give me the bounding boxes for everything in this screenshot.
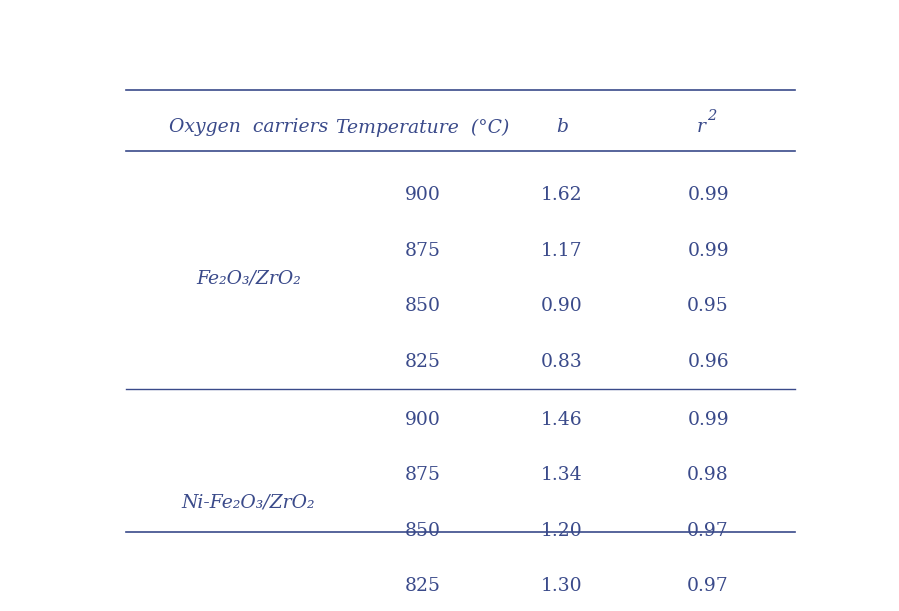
Text: 0.99: 0.99 (687, 411, 729, 428)
Text: 875: 875 (405, 466, 441, 484)
Text: 1.20: 1.20 (541, 522, 583, 540)
Text: 2: 2 (707, 109, 717, 123)
Text: r: r (697, 119, 706, 136)
Text: 900: 900 (405, 186, 441, 204)
Text: 0.83: 0.83 (541, 353, 583, 371)
Text: 825: 825 (405, 577, 441, 595)
Text: 1.46: 1.46 (541, 411, 583, 428)
Text: 1.17: 1.17 (541, 242, 583, 260)
Text: Fe₂O₃/ZrO₂: Fe₂O₃/ZrO₂ (196, 269, 300, 287)
Text: 825: 825 (405, 353, 441, 371)
Text: Temperature  (°C): Temperature (°C) (335, 119, 509, 136)
Text: Oxygen  carriers: Oxygen carriers (169, 119, 328, 136)
Text: 0.99: 0.99 (687, 242, 729, 260)
Text: 0.98: 0.98 (687, 466, 729, 484)
Text: 0.90: 0.90 (541, 297, 583, 315)
Text: 0.95: 0.95 (687, 297, 729, 315)
Text: 0.99: 0.99 (687, 186, 729, 204)
Text: Ni-Fe₂O₃/ZrO₂: Ni-Fe₂O₃/ZrO₂ (182, 494, 315, 512)
Text: 900: 900 (405, 411, 441, 428)
Text: b: b (556, 119, 568, 136)
Text: 0.96: 0.96 (687, 353, 729, 371)
Text: 0.97: 0.97 (687, 522, 729, 540)
Text: 850: 850 (405, 297, 441, 315)
Text: 1.34: 1.34 (541, 466, 583, 484)
Text: 850: 850 (405, 522, 441, 540)
Text: 875: 875 (405, 242, 441, 260)
Text: 1.30: 1.30 (541, 577, 583, 595)
Text: 0.97: 0.97 (687, 577, 729, 595)
Text: 1.62: 1.62 (541, 186, 583, 204)
